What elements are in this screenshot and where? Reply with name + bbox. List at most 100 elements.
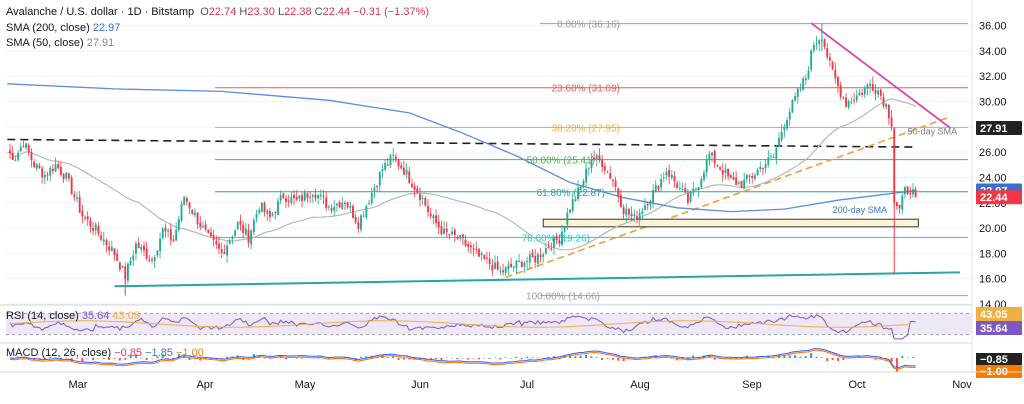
macd-histogram-bar [167, 358, 170, 359]
macd-histogram-bar [365, 356, 368, 358]
candle-body [753, 175, 756, 179]
candle-body [266, 210, 269, 215]
sma200-line [7, 83, 916, 213]
candle-body [721, 170, 724, 175]
candle-body [100, 235, 103, 240]
price-tick-label: 20.00 [979, 223, 1007, 235]
candle-body [534, 256, 537, 263]
candle-body [767, 157, 770, 165]
candle-body [43, 174, 46, 178]
candle-body [818, 40, 821, 44]
candle-body [210, 232, 212, 237]
candle-body [49, 167, 52, 176]
candle-body [703, 172, 705, 180]
candle-body [697, 187, 700, 191]
candle-body [161, 228, 164, 238]
candle-body [791, 99, 794, 113]
candle-body [729, 175, 732, 178]
candle-body [510, 263, 513, 268]
candle-body [611, 179, 614, 182]
candle-body [419, 194, 421, 201]
macd-histogram-bar [413, 358, 416, 360]
candle-body [673, 176, 676, 182]
macd-histogram-bar [33, 358, 36, 361]
candle-body [129, 260, 132, 266]
candle-body [9, 150, 11, 154]
candle-body [890, 117, 893, 127]
macd-histogram-bar [670, 358, 673, 359]
candle-body [223, 251, 226, 254]
macd-histogram-bar [504, 357, 507, 358]
candle-body [692, 188, 695, 193]
candle-body [716, 164, 719, 166]
candle-body [855, 95, 858, 101]
macd-histogram-bar [81, 358, 84, 362]
macd-histogram-bar [209, 358, 212, 360]
candle-body [512, 266, 515, 268]
candle-body [429, 213, 432, 217]
fib-label: 61.80% (22.87) [537, 188, 605, 199]
candle-body [812, 45, 815, 51]
candle-body [874, 89, 877, 94]
candle-body [325, 197, 328, 208]
candle-body [601, 159, 604, 167]
candle-body [349, 206, 352, 208]
macd-histogram-bar [831, 358, 834, 361]
macd-histogram-bar [386, 357, 389, 358]
candle-body [778, 138, 780, 147]
candle-body [619, 194, 622, 208]
macd-histogram-bar [874, 358, 877, 360]
candle-body [735, 177, 738, 186]
candle-body [783, 126, 786, 131]
candle-body [593, 157, 596, 160]
candle-body [92, 228, 95, 231]
macd-histogram-bar [129, 354, 132, 358]
candle-body [879, 89, 882, 96]
candle-body [853, 99, 855, 101]
candle-body [866, 84, 869, 89]
candle-body [461, 234, 464, 239]
candle-body [386, 164, 389, 166]
candle-body [850, 101, 853, 103]
macd-histogram-bar [681, 358, 684, 359]
candle-body [770, 156, 772, 158]
price-tick-label: 16.00 [979, 274, 1007, 286]
macd-histogram-bar [536, 357, 539, 358]
candle-body [215, 240, 218, 245]
macd-histogram-bar [252, 354, 255, 358]
candle-body [33, 161, 36, 168]
macd-line [9, 348, 916, 368]
candle-body [804, 78, 807, 81]
sma50-annotation: 50-day SMA [908, 126, 958, 136]
candle-body [148, 260, 151, 262]
macd-histogram-bar [563, 354, 566, 358]
macd-histogram-bar [601, 358, 604, 361]
macd-histogram-bar [617, 358, 620, 361]
candle-body [177, 219, 180, 230]
candle-body [341, 202, 344, 210]
candle-body [242, 224, 245, 234]
candle-body [172, 239, 175, 242]
candle-body [780, 131, 783, 141]
candle-body [464, 239, 467, 246]
candle-body [132, 255, 135, 261]
candle-body [108, 246, 111, 251]
candle-body [705, 159, 708, 173]
candle-body [14, 160, 17, 162]
macd-histogram-bar [836, 358, 839, 361]
rising-trendline [505, 115, 951, 279]
candle-body [665, 171, 668, 176]
candle-body [445, 228, 448, 233]
macd-histogram-bar [451, 357, 454, 359]
candle-body [649, 200, 652, 205]
candle-body [569, 209, 571, 213]
candle-body [303, 192, 306, 201]
macd-histogram-bar [49, 356, 52, 358]
candle-body [831, 62, 834, 70]
rsi-band [6, 313, 972, 335]
macd-histogram-bar [424, 358, 427, 359]
candle-body [499, 270, 502, 272]
candle-body [110, 246, 113, 251]
candle-body [807, 70, 810, 79]
candle-body [542, 254, 545, 257]
